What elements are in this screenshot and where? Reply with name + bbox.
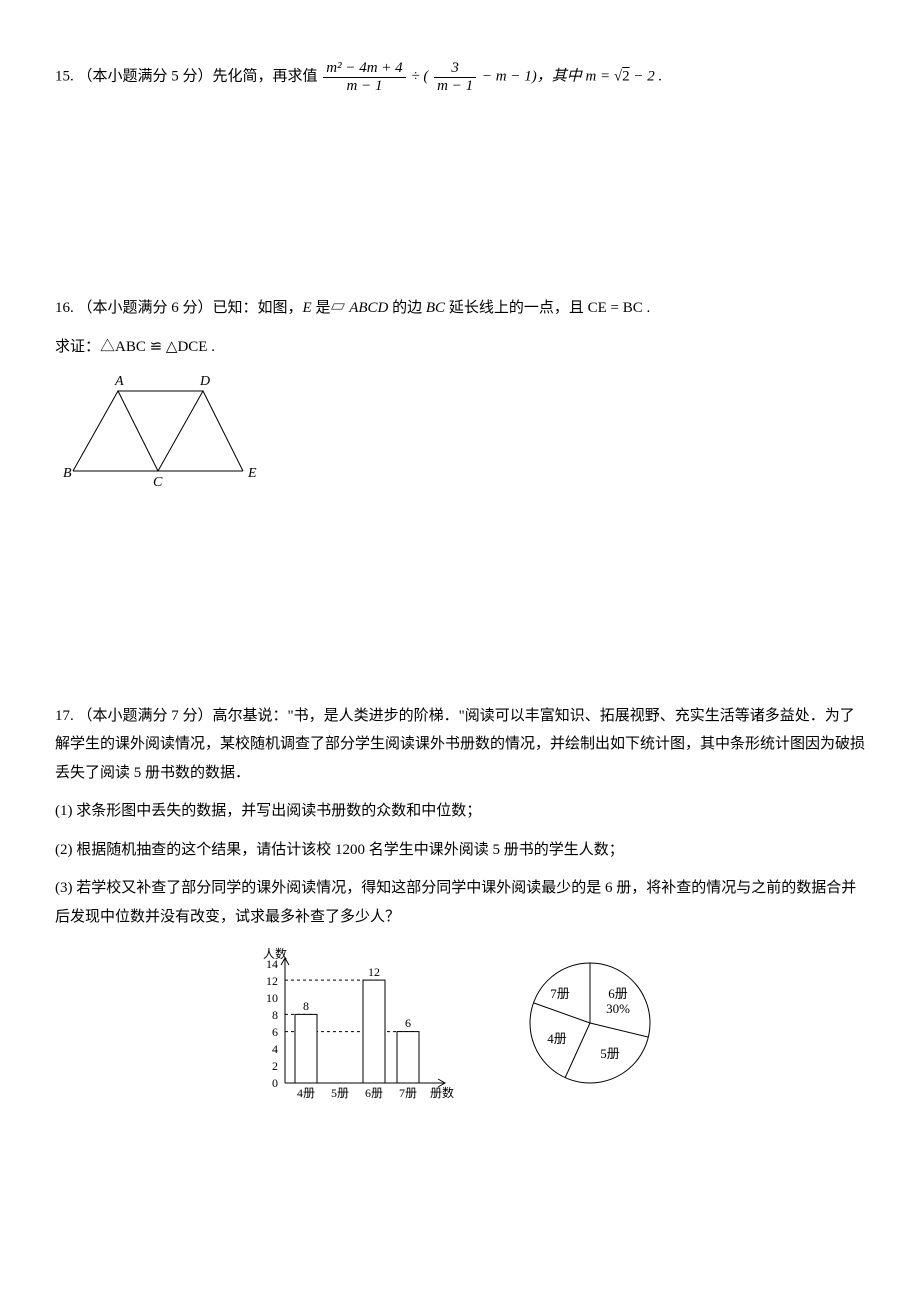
p17-number: 17. <box>55 708 74 724</box>
p17-q3: (3) 若学校又补查了部分同学的课外阅读情况，得知这部分同学中课外阅读最少的是 … <box>55 874 865 931</box>
p15-tail: − m − 1)，其中 m = <box>482 68 614 84</box>
svg-text:6: 6 <box>272 1025 278 1039</box>
svg-text:0: 0 <box>272 1076 278 1090</box>
problem-16: 16. （本小题满分 6 分）已知：如图，E 是▱ ABCD 的边 BC 延长线… <box>55 294 865 502</box>
svg-text:12: 12 <box>368 965 380 979</box>
svg-text:12: 12 <box>266 974 278 988</box>
svg-text:C: C <box>153 475 163 490</box>
p17-q2: (2) 根据随机抽查的这个结果，请估计该校 1200 名学生中课外阅读 5 册书… <box>55 836 865 865</box>
p16-line2: 求证：△ABC ≌ △DCE . <box>55 333 865 362</box>
svg-text:5册: 5册 <box>331 1086 349 1100</box>
p16-diagram: A D B C E <box>63 371 865 502</box>
p16-number: 16. <box>55 300 74 316</box>
svg-text:8: 8 <box>303 999 309 1013</box>
svg-text:B: B <box>63 466 72 481</box>
gap-15-16 <box>55 154 865 294</box>
triangle-diagram-svg: A D B C E <box>63 371 273 491</box>
svg-text:4册: 4册 <box>297 1086 315 1100</box>
problem-15: 15. （本小题满分 5 分）先化简，再求值 m² − 4m + 4 m − 1… <box>55 60 865 94</box>
svg-text:7册: 7册 <box>399 1086 417 1100</box>
problem-17: 17. （本小题满分 7 分）高尔基说："书，是人类进步的阶梯．"阅读可以丰富知… <box>55 702 865 1104</box>
svg-text:8: 8 <box>272 1008 278 1022</box>
svg-text:A: A <box>114 374 124 389</box>
p16-line1: 16. （本小题满分 6 分）已知：如图，E 是▱ ABCD 的边 BC 延长线… <box>55 294 865 323</box>
svg-text:册数: 册数 <box>430 1085 454 1100</box>
gap-16-17 <box>55 562 865 702</box>
svg-text:4: 4 <box>272 1042 278 1056</box>
svg-text:4册: 4册 <box>547 1031 567 1046</box>
bar-chart: 0 2 4 6 8 10 12 14 8 12 6 <box>245 943 455 1103</box>
svg-text:6册: 6册 <box>365 1086 383 1100</box>
pie-chart: 6册 30% 7册 4册 5册 <box>505 943 675 1103</box>
svg-text:人数: 人数 <box>263 946 287 961</box>
p15-prefix: （本小题满分 5 分）先化简，再求值 <box>78 68 318 84</box>
p15-sqrt: √2 <box>614 68 630 84</box>
p17-q1: (1) 求条形图中丢失的数据，并写出阅读书册数的众数和中位数； <box>55 797 865 826</box>
p17-para: 17. （本小题满分 7 分）高尔基说："书，是人类进步的阶梯．"阅读可以丰富知… <box>55 702 865 788</box>
p15-frac2: 3 m − 1 <box>434 60 476 94</box>
p15-div: ÷ ( <box>411 68 428 84</box>
charts-row: 0 2 4 6 8 10 12 14 8 12 6 <box>55 943 865 1103</box>
svg-text:D: D <box>199 374 210 389</box>
svg-text:E: E <box>247 466 257 481</box>
svg-text:5册: 5册 <box>600 1046 620 1061</box>
yticks: 0 2 4 6 8 10 12 14 <box>266 957 278 1090</box>
svg-text:30%: 30% <box>606 1001 630 1016</box>
p15-tail2: − 2 . <box>633 68 662 84</box>
svg-text:7册: 7册 <box>550 986 570 1001</box>
svg-text:10: 10 <box>266 991 278 1005</box>
svg-text:2: 2 <box>272 1059 278 1073</box>
p15-frac1: m² − 4m + 4 m − 1 <box>323 60 405 94</box>
svg-text:6册: 6册 <box>608 986 628 1001</box>
p15-number: 15. <box>55 68 74 84</box>
svg-text:6: 6 <box>405 1016 411 1030</box>
